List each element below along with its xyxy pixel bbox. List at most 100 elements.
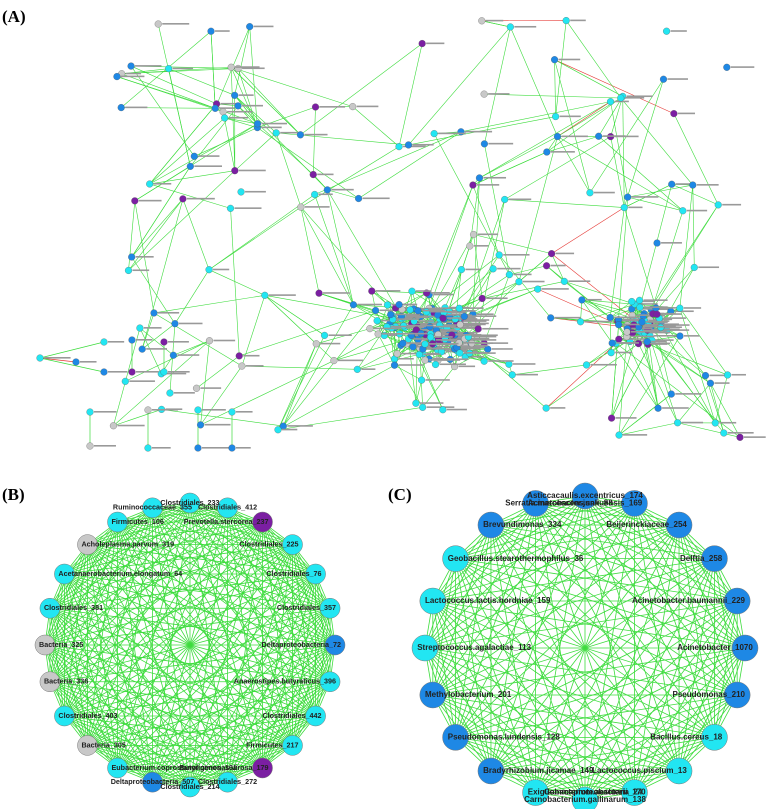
node [34, 634, 56, 656]
edge [49, 681, 118, 769]
node [186, 162, 194, 170]
edge [117, 745, 293, 769]
node [478, 294, 486, 303]
node [109, 422, 117, 430]
edge [432, 694, 635, 793]
edge [152, 521, 263, 783]
node-label-placeholder [488, 93, 510, 95]
edge [234, 26, 250, 96]
edge [262, 608, 331, 769]
node-label: Firmicutes_217 [246, 740, 298, 749]
edge [679, 308, 728, 376]
node [54, 563, 75, 585]
node [272, 129, 280, 137]
node [571, 482, 599, 510]
node [643, 338, 651, 346]
node-label-placeholder [653, 318, 673, 321]
edge [432, 600, 715, 738]
node [439, 406, 447, 414]
node [617, 94, 625, 102]
node-label-placeholder [648, 319, 663, 322]
edge [200, 340, 210, 425]
node-label-placeholder [643, 299, 668, 301]
node-label: Pseudomonas_210 [672, 690, 745, 699]
node [484, 345, 492, 353]
node [542, 404, 550, 412]
node-label-placeholder [449, 336, 471, 339]
edge [714, 600, 738, 738]
node-label-placeholder [681, 421, 704, 424]
edge [315, 608, 331, 717]
node [205, 337, 214, 345]
node [731, 634, 759, 662]
node-label-placeholder [561, 135, 588, 138]
edge [44, 644, 293, 746]
edge [610, 301, 632, 318]
edge [581, 299, 659, 409]
node-label-placeholder [245, 190, 266, 193]
node [324, 634, 346, 656]
node-label: Clostridiales_357 [277, 603, 336, 612]
edge [623, 79, 664, 208]
edge [479, 101, 611, 179]
node-label-placeholder [584, 320, 613, 323]
node-label-placeholder [328, 334, 352, 337]
node [615, 335, 623, 343]
node-label-placeholder [194, 165, 222, 167]
node-label-placeholder [407, 324, 434, 327]
edge [498, 254, 551, 319]
node [117, 104, 125, 112]
node [226, 204, 235, 212]
edge [564, 281, 635, 305]
node [676, 304, 684, 312]
edge [584, 736, 715, 801]
edge [490, 524, 715, 738]
node [414, 307, 422, 315]
edge [190, 105, 239, 167]
edge [241, 295, 266, 367]
node-label-placeholder [120, 75, 145, 78]
node [701, 545, 728, 572]
edge [611, 326, 640, 419]
node-label-placeholder [638, 303, 658, 305]
node [387, 311, 395, 319]
node-label-placeholder [558, 58, 581, 61]
node-label-placeholder [614, 316, 640, 319]
edge [610, 101, 629, 198]
edge [620, 97, 694, 186]
edge [459, 281, 520, 309]
edge [189, 502, 228, 783]
node [624, 193, 632, 201]
edge [153, 295, 265, 314]
edge [64, 544, 293, 717]
edge [222, 111, 236, 171]
edge [679, 308, 716, 424]
node-label-placeholder [94, 411, 117, 413]
edge [627, 196, 683, 212]
edge [490, 503, 635, 526]
edge [234, 132, 277, 171]
node [128, 253, 136, 261]
edge [424, 524, 492, 649]
node [321, 331, 329, 339]
node [586, 189, 594, 197]
node-label: Clostridiales_272 [198, 777, 257, 786]
edge [455, 524, 680, 560]
edge [44, 644, 263, 769]
edge [64, 573, 331, 609]
node-label-placeholder [516, 373, 538, 376]
edge [584, 495, 635, 793]
edge [208, 269, 265, 296]
edge [333, 338, 409, 361]
edge [565, 20, 622, 99]
edge [710, 383, 741, 438]
edge [64, 573, 336, 646]
node [723, 63, 731, 71]
node-label-placeholder [426, 42, 445, 45]
node [296, 131, 304, 139]
node-label-placeholder [135, 65, 162, 67]
node-label-placeholder [219, 107, 235, 109]
edge [422, 366, 455, 408]
node [138, 345, 146, 353]
node-label-placeholder [242, 104, 263, 107]
